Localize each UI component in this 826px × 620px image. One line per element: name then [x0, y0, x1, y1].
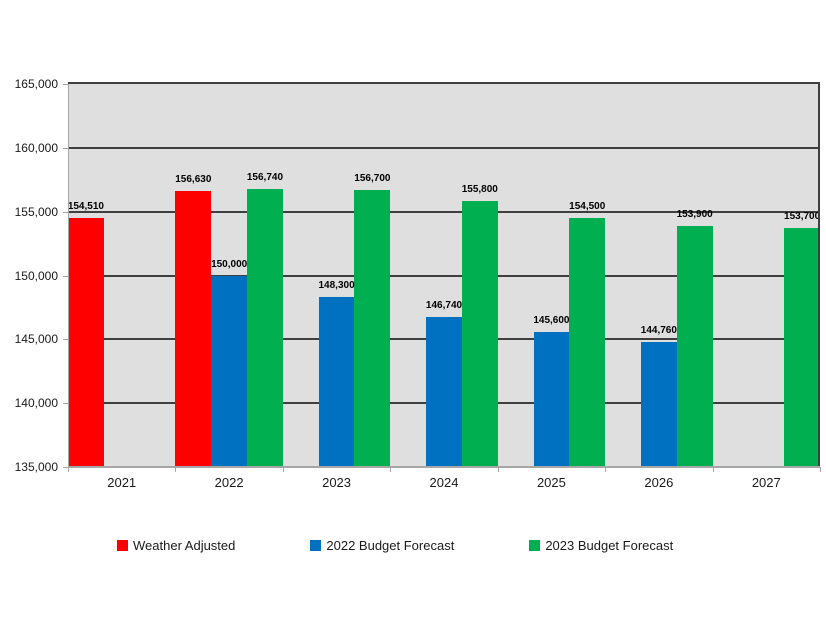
plot-area: 154,510 156,630 150,000 148,300 146,740 145,6…: [67, 82, 821, 468]
x-axis-line: [68, 466, 820, 468]
x-axis-tick: [713, 467, 714, 472]
y-axis-tick: [63, 212, 68, 213]
y-axis-label: 165,000: [14, 77, 58, 91]
bar-data-label: 150,000: [211, 258, 248, 270]
bar-data-label: 156,740: [246, 172, 284, 184]
bar-data-label: 144,760: [640, 325, 677, 337]
gridline: [68, 275, 820, 277]
bar-2023-series3: [354, 189, 391, 467]
legend-item-series2: 2022 Budget Forecast: [310, 538, 454, 553]
bar-2025-series3: [569, 218, 606, 467]
y-axis-tick: [63, 148, 68, 149]
bar-2025-series2: [533, 331, 570, 467]
bar-2026-series3: [676, 225, 713, 467]
bar-2026-series2: [640, 342, 677, 467]
legend-swatch-icon: [310, 540, 322, 551]
legend-label: 2022 Budget Forecast: [326, 538, 455, 553]
bar-2021-series1: [68, 217, 104, 467]
bar-data-label: 156,700: [354, 172, 391, 184]
bar-2022-series1: [175, 190, 212, 467]
bar-data-label: 146,740: [425, 300, 463, 312]
x-axis-label-2022: 2022: [214, 475, 244, 490]
y-axis-label: 160,000: [14, 141, 58, 155]
bar-data-label: 154,510: [67, 200, 104, 212]
y-axis-tick: [63, 84, 68, 85]
x-axis-tick: [68, 467, 69, 472]
legend-label: 2023 Budget Forecast: [545, 538, 674, 553]
gridline: [68, 147, 820, 149]
legend-swatch-icon: [529, 540, 541, 551]
bar-2023-series2: [318, 297, 355, 467]
bar-2022-series2: [211, 275, 248, 467]
x-axis-label-2025: 2025: [536, 475, 566, 490]
bar-data-label: 154,500: [569, 201, 606, 213]
y-axis-tick: [63, 467, 68, 468]
bar-2027-series3: [784, 228, 820, 467]
legend: Weather Adjusted 2022 Budget Forecast 2023…: [117, 538, 673, 553]
plot-border-right: [818, 82, 820, 467]
y-axis-label: 150,000: [14, 269, 58, 283]
legend-item-series3: 2023 Budget Forecast: [529, 538, 673, 553]
y-axis-label: 145,000: [14, 332, 58, 346]
x-axis-label-2026: 2026: [644, 475, 674, 490]
x-axis-tick: [283, 467, 284, 472]
gridline: [68, 211, 820, 213]
y-axis-label: 155,000: [14, 205, 58, 219]
y-axis-tick: [63, 403, 68, 404]
y-axis-label: 140,000: [14, 396, 58, 410]
x-axis-tick: [498, 467, 499, 472]
bar-data-label: 153,700: [784, 211, 821, 223]
x-axis-label-2027: 2027: [751, 475, 781, 490]
bar-data-label: 155,800: [461, 184, 498, 196]
y-axis-tick: [63, 339, 68, 340]
plot-border-top: [68, 82, 820, 84]
bar-data-label: 156,630: [175, 173, 212, 185]
bar-2022-series3: [247, 189, 283, 467]
x-axis-tick: [820, 467, 821, 472]
legend-swatch-icon: [117, 540, 128, 551]
legend-label: Weather Adjusted: [133, 538, 236, 553]
bar-data-label: 145,600: [533, 314, 570, 326]
y-axis-label: 135,000: [14, 460, 58, 474]
y-axis-tick: [63, 276, 68, 277]
x-axis-tick: [605, 467, 606, 472]
x-axis-label-2023: 2023: [322, 475, 352, 490]
x-axis-tick: [175, 467, 176, 472]
bar-data-label: 153,900: [676, 208, 713, 220]
bar-data-label: 148,300: [318, 280, 355, 292]
x-axis-tick: [390, 467, 391, 472]
x-axis-label-2024: 2024: [429, 475, 459, 490]
bar-2024-series3: [461, 201, 498, 467]
bar-2024-series2: [426, 317, 462, 467]
x-axis-label-2021: 2021: [107, 475, 137, 490]
y-axis-line: [68, 84, 69, 467]
legend-item-series1: Weather Adjusted: [117, 538, 235, 553]
